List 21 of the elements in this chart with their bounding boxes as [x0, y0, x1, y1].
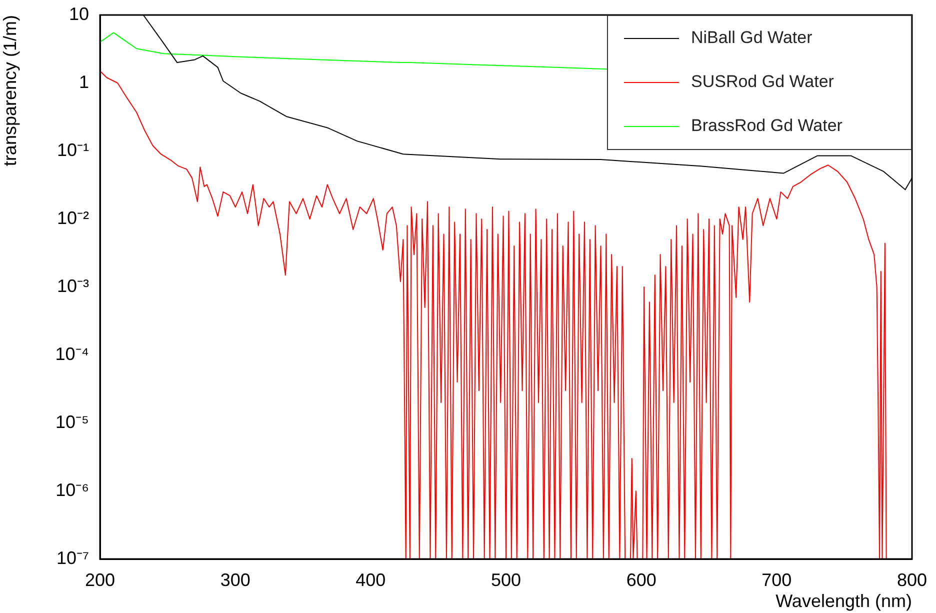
legend-label: BrassRod Gd Water — [691, 116, 842, 136]
x-tick-label: 400 — [356, 570, 386, 590]
y-tick-label: 10⁻² — [56, 208, 90, 228]
y-tick-label: 10⁻⁵ — [56, 412, 89, 432]
x-tick-label: 500 — [490, 570, 522, 590]
y-tick-label: 1 — [78, 72, 89, 92]
x-tick-label: 300 — [220, 570, 250, 590]
x-tick-label: 800 — [896, 570, 928, 590]
y-tick-label: 10⁻³ — [56, 276, 90, 296]
y-tick-label: 10⁻¹ — [56, 140, 90, 160]
x-tick-label: 200 — [84, 570, 116, 590]
y-axis-title: transparency (1/m) — [0, 15, 20, 166]
y-tick-label: 10⁻⁴ — [55, 344, 89, 364]
y-tick-label: 10 — [68, 4, 89, 24]
legend-label: SUSRod Gd Water — [691, 72, 834, 92]
x-axis-title: Wavelength (nm) — [776, 591, 912, 612]
y-tick-label: 10⁻⁷ — [56, 548, 89, 568]
legend-label: NiBall Gd Water — [691, 28, 812, 48]
y-tick-label: 10⁻⁶ — [56, 480, 89, 500]
x-tick-label: 600 — [626, 570, 656, 590]
x-tick-label: 700 — [762, 570, 792, 590]
